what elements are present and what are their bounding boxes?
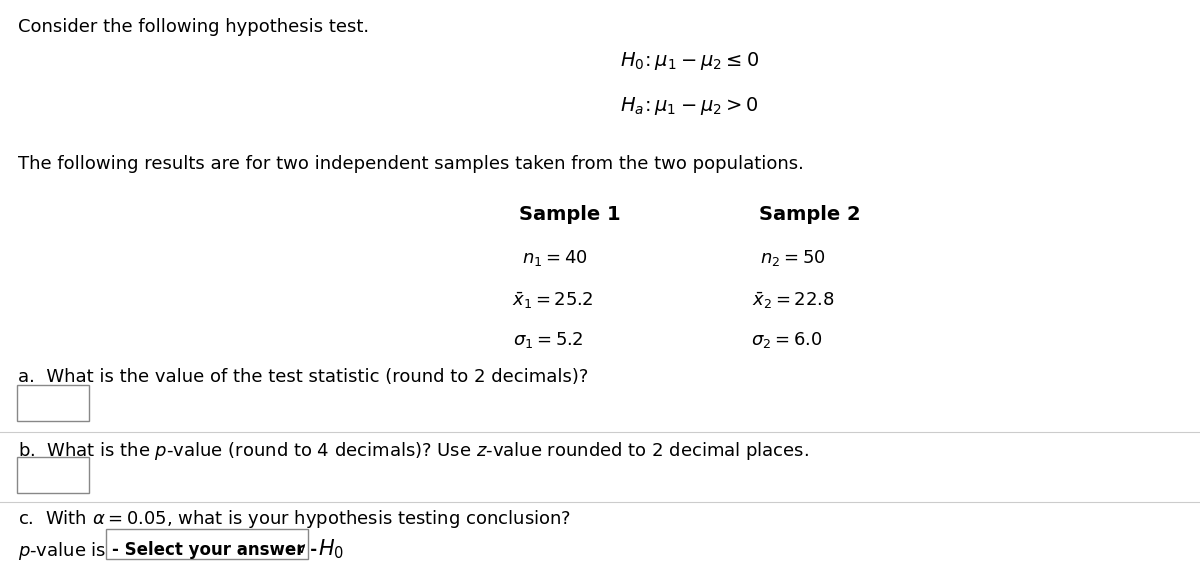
- FancyBboxPatch shape: [17, 385, 89, 421]
- FancyBboxPatch shape: [17, 457, 89, 493]
- Text: Consider the following hypothesis test.: Consider the following hypothesis test.: [18, 18, 370, 36]
- Text: $p$-value is: $p$-value is: [18, 540, 107, 561]
- Text: ∨: ∨: [295, 541, 306, 556]
- Text: a.  What is the value of the test statistic (round to 2 decimals)?: a. What is the value of the test statist…: [18, 368, 588, 386]
- Text: c.  With $\alpha = 0.05$, what is your hypothesis testing conclusion?: c. With $\alpha = 0.05$, what is your hy…: [18, 508, 571, 530]
- Text: $n_2 = 50$: $n_2 = 50$: [761, 248, 826, 268]
- Text: b.  What is the $p$-value (round to 4 decimals)? Use $z$-value rounded to 2 deci: b. What is the $p$-value (round to 4 dec…: [18, 440, 809, 462]
- Text: $H_0\!: \mu_1 - \mu_2 \leq 0$: $H_0\!: \mu_1 - \mu_2 \leq 0$: [620, 50, 760, 72]
- Text: $\bar{x}_2 = 22.8$: $\bar{x}_2 = 22.8$: [752, 290, 834, 311]
- Text: The following results are for two independent samples taken from the two populat: The following results are for two indepe…: [18, 155, 804, 173]
- Text: - Select your answer -: - Select your answer -: [112, 541, 317, 559]
- Text: $\bar{x}_1 = 25.2$: $\bar{x}_1 = 25.2$: [512, 290, 594, 311]
- Text: $H_a\!: \mu_1 - \mu_2 > 0$: $H_a\!: \mu_1 - \mu_2 > 0$: [620, 95, 758, 117]
- Text: $\sigma_1 = 5.2$: $\sigma_1 = 5.2$: [514, 330, 583, 350]
- FancyBboxPatch shape: [106, 529, 308, 559]
- Text: Sample 1: Sample 1: [520, 205, 620, 224]
- Text: Sample 2: Sample 2: [760, 205, 860, 224]
- Text: $n_1 = 40$: $n_1 = 40$: [522, 248, 588, 268]
- Text: $\sigma_2 = 6.0$: $\sigma_2 = 6.0$: [751, 330, 823, 350]
- Text: $H_0$: $H_0$: [318, 537, 344, 560]
